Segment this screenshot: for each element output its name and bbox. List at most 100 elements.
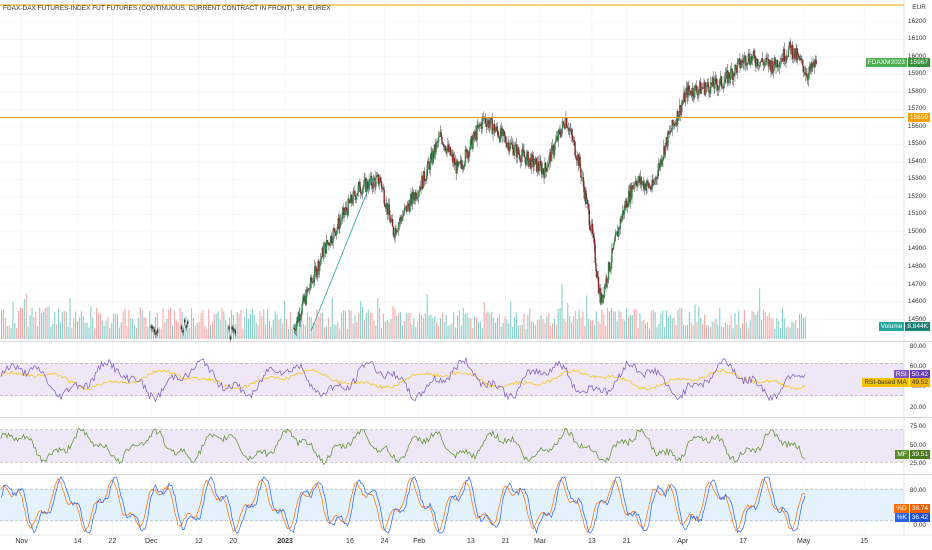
volume-bar — [141, 310, 143, 339]
volume-bar — [259, 311, 261, 339]
candle-body — [406, 203, 409, 212]
volume-bar — [208, 309, 210, 339]
candle-body — [516, 146, 519, 158]
volume-bar — [732, 328, 734, 339]
candle-body — [609, 268, 611, 272]
volume-bar — [586, 295, 588, 339]
volume-bar — [181, 311, 183, 339]
candle-body — [699, 81, 701, 90]
volume-bar — [172, 325, 174, 339]
volume-bar — [274, 311, 276, 339]
candle-body — [505, 142, 508, 148]
candle-body — [667, 131, 669, 147]
candle-body — [755, 62, 757, 67]
candle-body — [577, 154, 580, 166]
volume-bar — [325, 326, 327, 339]
candle-body — [704, 82, 706, 95]
volume-bar — [92, 317, 94, 339]
candle-body — [361, 189, 364, 195]
candle-body — [347, 198, 349, 216]
volume-bar — [286, 318, 288, 339]
candle-body — [792, 45, 794, 59]
price-tick: 15000 — [907, 227, 926, 235]
volume-bar — [134, 325, 136, 339]
candle-body — [352, 191, 354, 204]
candle-body — [152, 326, 154, 330]
volume-bar — [626, 308, 628, 339]
candle-body — [409, 199, 411, 212]
candle-body — [443, 145, 446, 147]
volume-bar — [726, 324, 728, 339]
candle-body — [327, 242, 329, 244]
candle-body — [558, 130, 560, 131]
candle-body — [330, 235, 333, 243]
volume-bar — [561, 284, 563, 339]
candle-body — [474, 131, 477, 137]
candle-body — [557, 130, 560, 141]
volume-bar — [637, 328, 639, 339]
volume-bar — [453, 312, 455, 339]
candle-body — [506, 144, 508, 148]
candle-body — [319, 261, 321, 271]
volume-bar — [25, 293, 27, 339]
candle-body — [343, 207, 345, 215]
stochastic-panel[interactable] — [0, 476, 904, 534]
candle-body — [633, 184, 636, 186]
candle-body — [771, 61, 774, 74]
volume-bar — [660, 313, 662, 339]
volume-bar — [44, 308, 46, 339]
candle-body — [550, 145, 553, 162]
candle-body — [386, 203, 388, 209]
candle-body — [763, 62, 765, 66]
candle-body — [710, 82, 713, 85]
candle-body — [814, 59, 817, 68]
candle-body — [657, 170, 659, 179]
candle-body — [627, 206, 629, 208]
candle-body — [551, 145, 554, 147]
candle-body — [752, 51, 755, 56]
volume-bar — [192, 317, 194, 339]
candle-body — [371, 185, 374, 189]
candle-body — [471, 136, 473, 149]
candle-body — [316, 271, 318, 277]
trend-arrow[interactable] — [310, 179, 373, 332]
candle-body — [486, 122, 488, 127]
candle-body — [319, 259, 322, 262]
candle-body — [375, 175, 378, 178]
candle-body — [233, 328, 235, 332]
volume-bar — [519, 325, 521, 339]
volume-bar — [204, 325, 206, 339]
volume-bar — [747, 328, 749, 339]
candle-body — [514, 144, 517, 146]
time-tick: 20 — [229, 538, 238, 545]
candle-body — [686, 87, 688, 98]
candle-body — [608, 262, 611, 272]
candle-body — [711, 77, 714, 85]
candle-body — [712, 77, 714, 87]
candle-body — [565, 118, 567, 129]
volume-bar — [673, 317, 675, 339]
candle-body — [478, 124, 480, 128]
candle-body — [800, 58, 802, 61]
volume-bar — [704, 314, 706, 339]
volume-bar — [778, 320, 780, 339]
money-flow-panel[interactable] — [0, 427, 904, 466]
candle-body — [576, 158, 578, 161]
candle-body — [637, 180, 639, 187]
volume-bar — [341, 312, 343, 339]
candle-body — [589, 225, 591, 230]
candle-body — [364, 178, 366, 180]
candle-body — [388, 204, 390, 215]
candle-body — [539, 161, 541, 171]
volume-bar — [774, 328, 776, 339]
candle-body — [434, 144, 436, 153]
candle-body — [326, 239, 328, 244]
candle-body — [583, 186, 585, 199]
candle-body — [751, 55, 754, 61]
candle-body — [520, 155, 523, 163]
candle-body — [350, 194, 353, 203]
candle-body — [307, 288, 309, 292]
rsi-panel[interactable] — [0, 357, 904, 403]
rsi-band — [0, 363, 904, 396]
